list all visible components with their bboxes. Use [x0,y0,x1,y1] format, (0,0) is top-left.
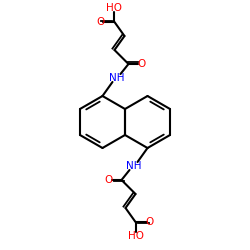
Text: O: O [137,59,145,69]
Text: HO: HO [128,231,144,241]
Text: O: O [96,17,104,27]
Text: NH: NH [126,161,141,171]
Text: O: O [146,217,154,227]
Text: O: O [104,175,113,185]
Text: HO: HO [106,3,122,13]
Text: NH: NH [109,73,124,83]
